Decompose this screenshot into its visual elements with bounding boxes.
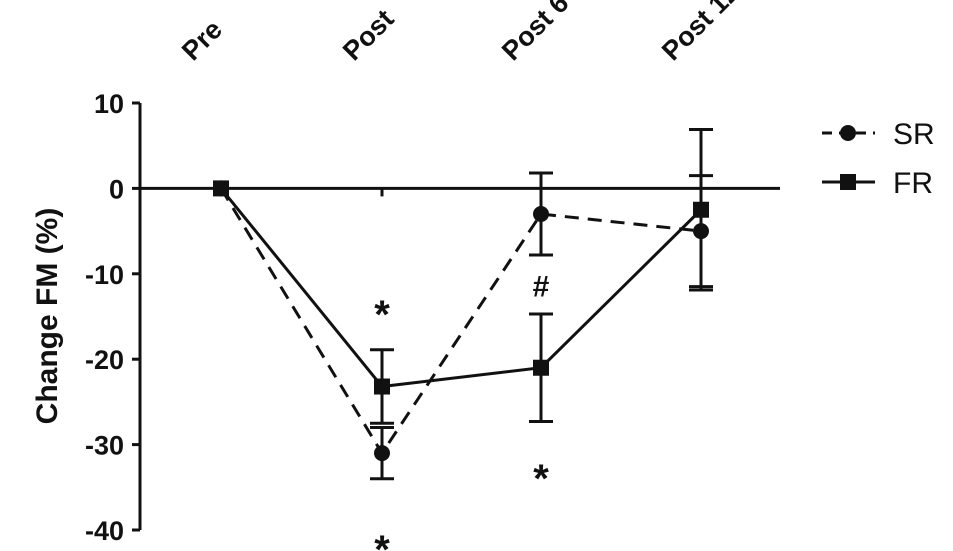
y-tick-label: 10 xyxy=(94,89,124,119)
data-point xyxy=(374,378,390,395)
y-tick-label: -40 xyxy=(85,516,124,546)
data-point xyxy=(533,206,549,223)
annotation: # xyxy=(533,271,550,304)
legend-marker xyxy=(840,125,856,141)
data-point xyxy=(693,201,709,218)
legend: SR FR xyxy=(822,118,935,200)
category-label: Post xyxy=(337,4,400,67)
annotation: * xyxy=(374,293,390,337)
legend-item-sr: SR xyxy=(822,118,935,151)
series-sr xyxy=(213,171,713,481)
y-tick-label: -20 xyxy=(85,345,124,375)
data-point xyxy=(213,180,229,197)
annotations: * * # * xyxy=(374,271,549,551)
category-label: Post 6 xyxy=(496,0,575,66)
series-fr xyxy=(213,127,713,425)
data-point xyxy=(533,359,549,376)
y-axis-title: Change FM (%) xyxy=(31,208,64,425)
axes: 10 0 -10 -20 -30 -40 Pre Post Post 6 Post 12 xyxy=(85,0,780,546)
annotation: * xyxy=(374,528,390,551)
y-tick-label: -10 xyxy=(85,260,124,290)
series-layer xyxy=(213,127,713,481)
data-point xyxy=(374,445,390,462)
category-label: Pre xyxy=(176,14,228,66)
legend-marker xyxy=(840,174,856,190)
series-line xyxy=(219,187,703,389)
y-tick-label: -30 xyxy=(85,431,124,461)
annotation: * xyxy=(533,457,549,501)
legend-item-fr: FR xyxy=(822,167,933,200)
legend-label: FR xyxy=(893,167,933,200)
category-label: Post 12 xyxy=(656,0,745,66)
y-tick-label: 0 xyxy=(109,174,124,204)
legend-label: SR xyxy=(893,118,935,151)
series-line xyxy=(219,187,702,456)
